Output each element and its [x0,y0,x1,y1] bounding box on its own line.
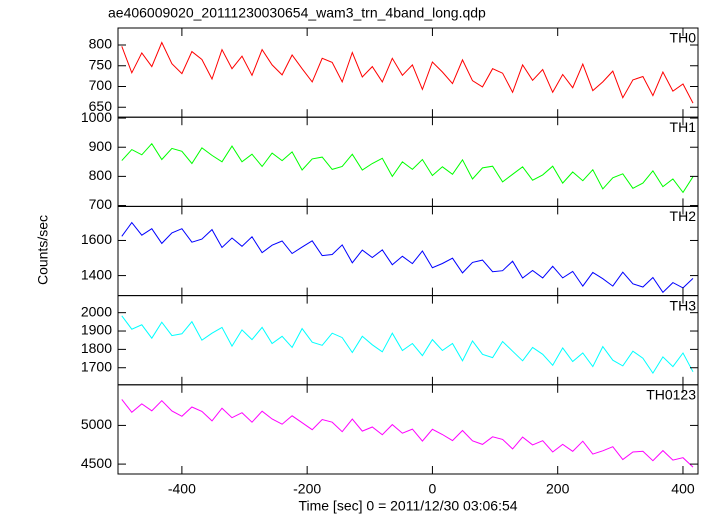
data-line [121,142,694,194]
data-line [121,221,694,294]
y-tick-label: 1400 [81,266,112,282]
panel-data [121,41,694,104]
data-line [121,41,694,104]
y-tick-label: 1600 [81,231,112,247]
panel-frame [117,384,699,475]
y-tick-label: 1000 [81,109,112,125]
series-label: TH0123 [646,387,696,403]
y-tick-label: 800 [89,167,113,183]
panel-frame [117,205,699,297]
series-label: TH1 [670,119,697,135]
y-tick-label: 750 [89,56,113,72]
panel-data [121,221,694,294]
y-tick-label: 800 [89,36,113,52]
x-tick-label: 200 [546,481,570,497]
y-tick-label: 700 [89,77,113,93]
panel-data [121,399,694,468]
x-axis-label: Time [sec] 0 = 2011/12/30 03:06:54 [298,498,517,514]
y-tick-label: 1800 [81,340,112,356]
y-tick-label: 650 [89,98,113,114]
y-axis-label: Counts/sec [35,215,51,285]
panel-data [121,315,694,375]
x-tick-label: -200 [293,481,321,497]
y-tick-label: 900 [89,138,113,154]
data-line [121,399,694,468]
panel-frame [117,116,699,207]
panel-frame [117,295,699,386]
x-tick-label: 0 [429,481,437,497]
y-tick-label: 1900 [81,322,112,338]
x-tick-label: -400 [168,481,196,497]
y-tick-label: 4500 [81,455,112,471]
chart-title: ae406009020_20111230030654_wam3_trn_4ban… [108,5,486,21]
y-tick-label: 2000 [81,303,112,319]
data-line [121,315,694,375]
series-label: TH2 [670,208,697,224]
x-tick-label: 400 [671,481,695,497]
y-tick-label: 700 [89,196,113,212]
series-label: TH3 [670,297,697,313]
y-tick-label: 5000 [81,416,112,432]
panel-data [121,142,694,194]
series-label: TH0 [670,30,697,46]
y-tick-label: 1700 [81,358,112,374]
